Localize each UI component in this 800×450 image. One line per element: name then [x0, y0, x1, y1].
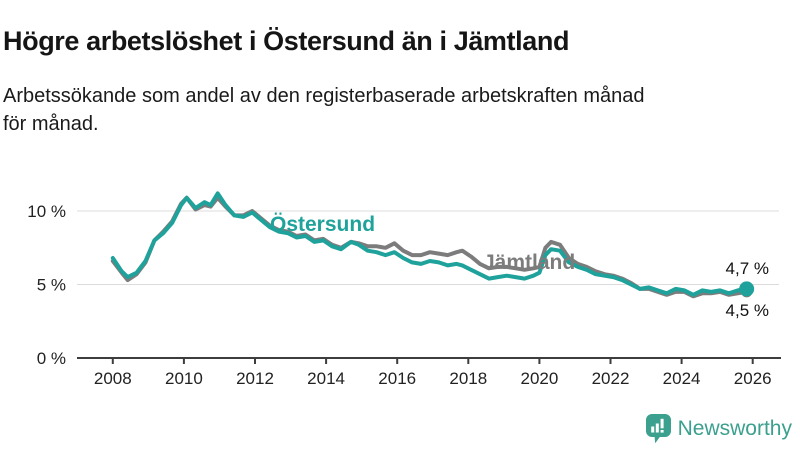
end-dot-ostersund [739, 281, 755, 297]
series-label-jamtland: Jämtland [483, 251, 575, 274]
bar-short [650, 426, 654, 433]
chart-subtitle-line-2: för månad. [3, 113, 99, 135]
series-label-ostersund: Östersund [270, 213, 375, 236]
newsworthy-wordmark: Newsworthy [677, 417, 792, 440]
x-axis-label: 2014 [307, 369, 345, 388]
exclamation-dot [660, 430, 664, 433]
exclamation-bar [660, 418, 664, 429]
chart-subtitle: Arbetssökande som andel av den registerb… [3, 82, 793, 138]
x-axis-label: 2018 [449, 369, 487, 388]
chart-title: Högre arbetslöshet i Östersund än i Jämt… [3, 26, 570, 57]
series-line-jamtland [110, 195, 749, 299]
x-axis-label: 2022 [592, 369, 630, 388]
end-value-label-ostersund: 4,7 % [726, 259, 769, 278]
x-axis-label: 2012 [236, 369, 274, 388]
bar-tall [655, 423, 659, 433]
y-axis-label: 10 % [27, 202, 66, 221]
end-value-label-jamtland: 4,5 % [726, 301, 769, 320]
x-axis-label: 2008 [94, 369, 132, 388]
x-axis-label: 2024 [663, 369, 701, 388]
x-axis-label: 2016 [378, 369, 416, 388]
series-line-ostersund [110, 191, 749, 297]
y-axis-label: 5 % [37, 276, 66, 295]
bar-chart-speech-bubble-icon [645, 414, 671, 444]
y-axis-label: 0 % [37, 349, 66, 368]
x-axis-label: 2026 [734, 369, 772, 388]
x-axis-label: 2010 [165, 369, 203, 388]
chart-subtitle-line-1: Arbetssökande som andel av den registerb… [3, 85, 645, 107]
newsworthy-logo[interactable]: Newsworthy [645, 414, 792, 444]
x-axis-label: 2020 [520, 369, 558, 388]
